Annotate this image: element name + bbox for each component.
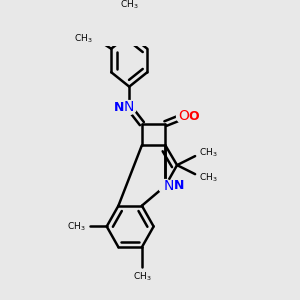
Text: CH$_3$: CH$_3$ (120, 0, 139, 11)
Text: O: O (188, 110, 199, 123)
Text: O: O (178, 110, 189, 123)
Text: CH$_3$: CH$_3$ (74, 33, 92, 45)
Text: CH$_3$: CH$_3$ (67, 220, 86, 233)
Text: CH$_3$: CH$_3$ (199, 146, 217, 159)
Text: CH$_3$: CH$_3$ (133, 271, 151, 283)
Text: N: N (173, 179, 184, 192)
Text: CH$_3$: CH$_3$ (199, 172, 217, 184)
Text: N: N (113, 101, 124, 114)
Text: N: N (124, 100, 134, 114)
Text: N: N (164, 179, 174, 193)
